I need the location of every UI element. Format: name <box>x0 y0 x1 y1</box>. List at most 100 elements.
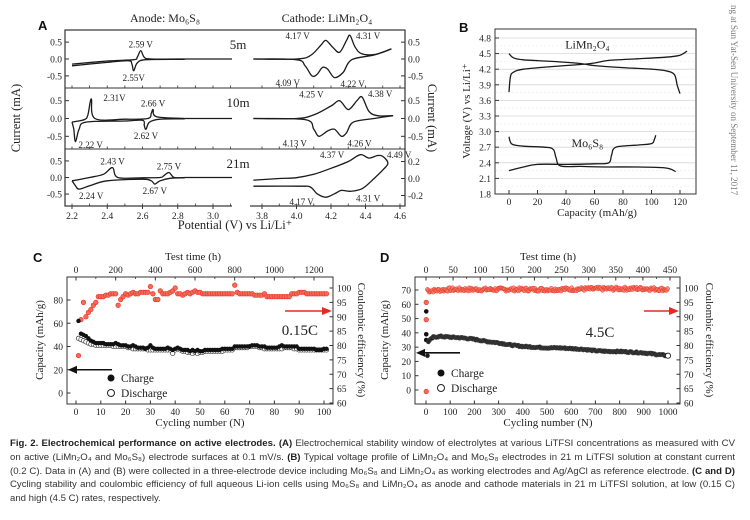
panel-c-efficiency-point <box>145 289 151 295</box>
panel-d-ytick-label: 50 <box>402 315 412 325</box>
panel-d-ytick-right-label: 60 <box>684 400 694 410</box>
panel-a-xtick-label: 4.4 <box>360 212 372 222</box>
panel-c-charge-point <box>76 318 81 324</box>
figure-canvas: A Anode: Mo₆S₈ Cathode: LiMn₂O₄ 5m 2.59 V… <box>9 11 715 429</box>
panel-a-xtick-label: 2.8 <box>172 212 184 222</box>
panel-b-xtick-label: 120 <box>673 198 688 208</box>
panel-c-efficiency-point <box>93 299 99 305</box>
panel-d-xtick-label: 600 <box>564 408 579 418</box>
panel-d-charge-point <box>425 353 430 359</box>
panel-a-xtick-label: 2.6 <box>137 212 149 222</box>
panel-c-ytick-right-label: 60 <box>337 400 347 410</box>
panel-c-ytick-right-label: 75 <box>337 356 347 366</box>
caption-part-b-text: Typical voltage profile of LiMn₂O₄ and M… <box>10 451 735 477</box>
panel-a-xtick-label: 4.0 <box>291 212 303 222</box>
caption-part-a-text: Electrochemical stability window of elec… <box>10 438 735 463</box>
panel-d-xtick-label: 300 <box>491 408 506 418</box>
panel-a-peak-label: 4.31 V <box>356 31 381 41</box>
panel-d-xtick-label: 700 <box>588 408 603 418</box>
panel-c-legend-charge-marker <box>107 374 115 382</box>
panel-d-ytick-label: 70 <box>402 287 412 297</box>
panel-b-curve-mo6s8-discharge <box>508 136 676 173</box>
panel-d-ytick-right-label: 100 <box>684 285 699 295</box>
panel-a-peak-label: 2.67 V <box>143 186 168 196</box>
panel-d-legend-charge-label: Charge <box>451 368 484 380</box>
panel-d-efficiency-point <box>423 317 429 323</box>
panel-a-ytick-label-right: 0.0 <box>408 56 420 66</box>
panel-a-ytick-label-right: 0.5 <box>408 39 420 49</box>
panel-c-legend-charge-label: Charge <box>121 373 154 385</box>
panel-b-xtick-label: 100 <box>644 198 659 208</box>
panel-a-peak-label: 4.25 V <box>299 90 324 100</box>
panel-a-10m-cathode-discharge-curve <box>253 115 394 138</box>
panel-d-ytick-label: 30 <box>402 344 412 354</box>
panel-c-xtick-label: 70 <box>245 408 255 418</box>
panel-a-xtick-label: 2.2 <box>66 212 78 222</box>
panel-a-label-21m: 21m <box>226 156 249 171</box>
panel-c-efficiency-point <box>229 291 235 297</box>
panel-a-ytick-label-left: 0.5 <box>50 39 62 49</box>
panel-c-efficiency-point <box>75 352 82 359</box>
panel-d-efficiency-point <box>423 388 429 395</box>
panel-d-top-tick-label: 50 <box>448 266 458 276</box>
panel-c-ytick-label: 40 <box>54 343 64 353</box>
panel-a-xtick-label: 4.2 <box>325 212 337 222</box>
panel-c-left-arrow-head <box>68 365 77 374</box>
panel-a-21m-cathode-discharge-curve <box>253 178 375 198</box>
panel-c-top-label: Test time (h) <box>165 251 221 263</box>
panel-c-ytick-label: 80 <box>54 297 64 307</box>
panel-c-xtick-label: 10 <box>96 408 106 418</box>
panel-d-charge-point <box>423 331 429 337</box>
panel-d-top-tick-label: 350 <box>609 266 624 276</box>
panel-a-10m-anode-cathodic-curve <box>71 118 185 143</box>
panel-c-ytick-right-label: 85 <box>337 328 347 338</box>
panel-c-top-tick-label: 0 <box>74 266 79 276</box>
panel-b-curve-limn2o4-discharge <box>508 53 681 94</box>
panel-d-ytick-label: 20 <box>402 358 412 368</box>
panel-c-ytick-right-label: 80 <box>337 342 347 352</box>
panel-c-right-arrow-head <box>322 307 332 315</box>
panel-c: C Test time (h) 0 10 20 30 40 50 60 70 80 90 1000 2… <box>33 250 367 429</box>
panel-a-anode-title: Anode: Mo₆S₈ <box>130 11 200 25</box>
panel-c-ytick-right-label: 90 <box>337 313 347 323</box>
panel-b-ylabel: Voltage (V) vs Li/Li⁺ <box>461 63 473 158</box>
panel-d-charge-point <box>423 309 429 314</box>
caption-title: Fig. 2. Electrochemical performance on a… <box>10 438 276 449</box>
panel-a-peak-label: 4.17 V <box>285 31 310 41</box>
panel-a-peak-label: 2.66 V <box>141 99 166 109</box>
panel-d-top-tick-label: 200 <box>527 266 542 276</box>
panel-a-ylabel-left: Current (mA) <box>9 84 23 152</box>
panel-a-ytick-label-right: -0.2 <box>408 192 423 202</box>
panel-d-ytick-right-label: 80 <box>684 342 694 352</box>
panel-d-ylabel-right: Coulombic efficiency (%) <box>703 283 715 398</box>
panel-b-ytick-label: 4.2 <box>479 66 491 76</box>
panel-c-efficiency-point <box>83 314 89 320</box>
panel-a-peak-label: 2.62 V <box>134 131 159 141</box>
caption-part-cd-text: Cycling stability and coulombic efficien… <box>10 479 735 505</box>
panel-c-efficiency-point <box>323 291 330 297</box>
figure-caption: Fig. 2. Electrochemical performance on a… <box>10 437 735 506</box>
panel-a-peak-label: 2.22 V <box>79 140 104 150</box>
panel-d-xtick-label: 1000 <box>659 408 678 418</box>
panel-a-peak-label: 2.31V <box>103 93 126 103</box>
panel-b-ytick-label: 2.7 <box>479 144 491 154</box>
panel-b-curve-limn2o4-charge <box>508 50 688 93</box>
panel-c-xtick-label: 60 <box>220 408 230 418</box>
panel-c-top-tick-label: 400 <box>148 266 163 276</box>
panel-d-ytick-right-label: 85 <box>684 328 694 338</box>
panel-a-ytick-label-right: 0.0 <box>408 115 420 125</box>
panel-c-top-tick-label: 1000 <box>265 266 284 276</box>
panel-b-ytick-label: 4.5 <box>479 50 491 60</box>
panel-b-frame <box>494 28 697 195</box>
panel-b-xtick-label: 80 <box>618 198 628 208</box>
panel-d-left-arrow-head <box>416 348 425 357</box>
panel-a-peak-label: 2.55V <box>123 73 146 83</box>
panel-d-top-tick-label: 450 <box>663 266 678 276</box>
panel-b-letter: B <box>459 20 468 35</box>
panel-a-ytick-label-left: 0.5 <box>50 157 62 167</box>
panel-a-ytick-label-right: -0.5 <box>408 133 423 143</box>
panel-c-efficiency-point <box>150 291 156 297</box>
panel-a-label-5m: 5m <box>230 37 247 52</box>
caption-part-b-label: (B) <box>287 451 301 463</box>
panel-a-peak-label: 4.49 V <box>387 150 412 160</box>
